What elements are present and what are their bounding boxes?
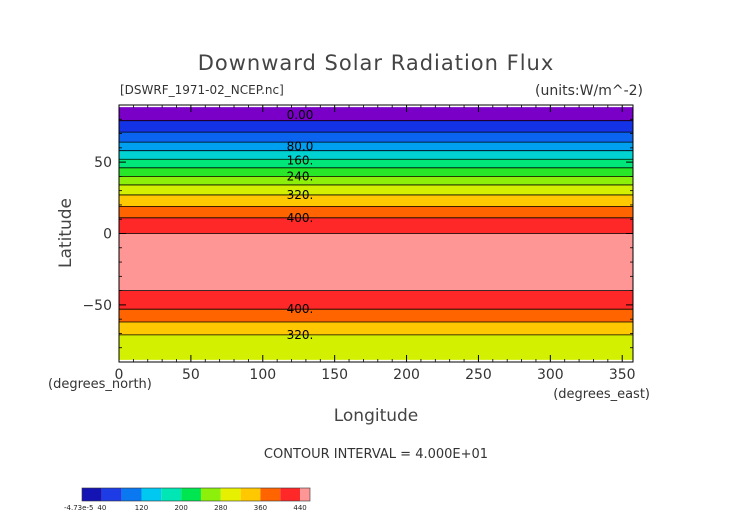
contour-label: 400. <box>287 302 314 316</box>
contour-band <box>119 233 633 291</box>
colorbar-label: 200 <box>174 504 187 512</box>
colorbar-segment <box>240 488 261 501</box>
contour-label: 240. <box>287 169 314 183</box>
contour-label: 320. <box>287 188 314 202</box>
contour-lines <box>119 120 633 336</box>
source-label: [DSWRF_1971-02_NCEP.nc] <box>120 83 284 97</box>
chart-title: Downward Solar Radiation Flux <box>198 51 555 75</box>
contour-label: 400. <box>287 211 314 225</box>
contour-band <box>119 120 633 133</box>
x-axis-title: Longitude <box>334 406 419 426</box>
colorbar-segment <box>101 488 122 501</box>
contour-band <box>119 334 633 360</box>
contour-band <box>119 167 633 177</box>
x-tick-label: 200 <box>393 367 420 383</box>
contour-band <box>119 132 633 143</box>
colorbar-segment <box>280 488 301 501</box>
x-tick-label: 350 <box>609 367 636 383</box>
y-unit-label: (degrees_north) <box>48 377 152 392</box>
x-tick-label: 250 <box>465 367 492 383</box>
x-tick-label: 300 <box>537 367 564 383</box>
contour-interval-label: CONTOUR INTERVAL = 4.000E+01 <box>264 447 488 462</box>
colorbar-label: 360 <box>254 504 267 512</box>
colorbar-segment <box>121 488 142 501</box>
colorbar-label: 120 <box>135 504 148 512</box>
x-tick-label: 150 <box>321 367 348 383</box>
y-tick-label: 0 <box>103 227 112 243</box>
colorbar-segment <box>260 488 281 501</box>
contour-label: 0.00 <box>287 108 314 122</box>
contour-band <box>119 194 633 207</box>
y-tick-label: −50 <box>82 298 112 314</box>
contour-band <box>119 184 633 195</box>
contour-band <box>119 107 633 121</box>
contour-band <box>119 142 633 151</box>
contour-band <box>119 176 633 185</box>
contour-band <box>119 217 633 234</box>
units-label: (units:W/m^-2) <box>535 83 643 99</box>
y-axis-title: Latitude <box>56 198 76 268</box>
x-tick-label: 100 <box>249 367 276 383</box>
colorbar-segment <box>200 488 221 501</box>
contour-band <box>119 322 633 335</box>
x-tick-label: 50 <box>182 367 200 383</box>
contour-band <box>119 150 633 160</box>
colorbar-segment <box>220 488 241 501</box>
colorbar-min-label: -4.73e-5 <box>64 504 93 512</box>
colorbar-segment <box>300 488 310 501</box>
colorbar: -4.73e-5 40 120 200 280 360 440 <box>64 487 311 512</box>
axes: 0 50 100 150 200 250 300 350 −50 0 50 <box>82 104 636 383</box>
x-unit-label: (degrees_east) <box>553 387 650 402</box>
contour-band <box>119 206 633 218</box>
colorbar-segment <box>141 488 162 501</box>
contour-band <box>119 309 633 323</box>
contour-label: 80.0 <box>287 139 314 153</box>
contour-band <box>119 290 633 310</box>
colorbar-frame <box>81 487 311 502</box>
colorbar-label: 280 <box>214 504 227 512</box>
colorbar-segment <box>82 488 102 501</box>
colorbar-label: 440 <box>293 504 306 512</box>
y-tick-label: 50 <box>94 155 112 171</box>
colorbar-label: 40 <box>97 504 106 512</box>
x-tick-label: 0 <box>115 367 124 383</box>
plot-area <box>119 107 633 360</box>
colorbar-segment <box>181 488 201 501</box>
contour-label: 320. <box>287 328 314 342</box>
contour-band <box>119 159 633 168</box>
colorbar-segment <box>161 488 182 501</box>
contour-label: 160. <box>287 154 314 168</box>
